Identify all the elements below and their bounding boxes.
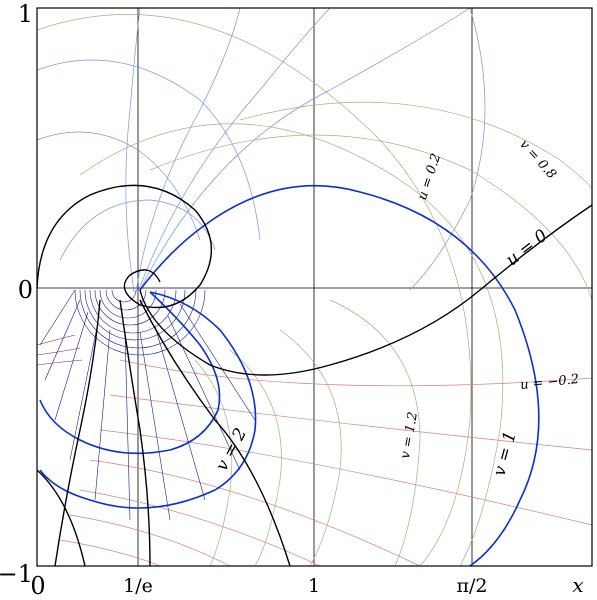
v-curve (229, 349, 282, 567)
mesh-ring (79, 289, 197, 349)
mesh-ring (111, 289, 137, 303)
u-curve-positive (135, 7, 241, 293)
mesh-ring (84, 289, 186, 341)
mesh-ring (89, 289, 177, 334)
v-inner-curve (39, 291, 221, 455)
v-curve (194, 359, 233, 567)
mesh-ring (74, 289, 206, 356)
u-curve-negative (99, 429, 593, 526)
u-curve-positive (137, 7, 331, 293)
u-curve-negative (69, 514, 231, 567)
mesh-spoke (44, 299, 81, 381)
u-curve-positive (36, 131, 201, 241)
plot-background (37, 8, 592, 566)
tick-labels: 1 0 −1 0 1/e 1 π/2 x (0, 0, 584, 600)
tick-x-1: 1 (308, 575, 320, 597)
label-u-neg-0-2: u = −0.2 (519, 372, 579, 393)
mesh-ring (99, 289, 157, 319)
v-curve (329, 299, 421, 567)
tick-x-pi-2: π/2 (457, 575, 488, 597)
tick-x-0: 0 (30, 572, 45, 600)
v-level-curves (36, 14, 593, 567)
coordinate-grid (37, 8, 592, 566)
mesh-spoke (154, 325, 206, 501)
mesh-fringe (36, 334, 76, 346)
v-curve (79, 123, 504, 567)
tick-y-top: 1 (18, 0, 33, 28)
u-curve-positive (59, 199, 216, 261)
mesh-fringe (36, 347, 81, 356)
mesh-ring (94, 289, 166, 326)
black-curve-lower (139, 299, 291, 567)
u-negative-curves (59, 359, 593, 567)
u-0-spiral (36, 184, 212, 309)
black-curve-lower (36, 469, 86, 567)
u-curve-positive (409, 7, 486, 291)
v-curve (149, 134, 593, 301)
mesh-fringe (36, 359, 83, 366)
u-curve-negative (119, 359, 593, 387)
u-curve-positive (125, 7, 141, 293)
u-curve-negative (109, 394, 593, 451)
plot-frame (36, 7, 593, 567)
black-curve-lower (119, 299, 151, 567)
u-curve-positive (139, 7, 471, 291)
v-2-curve (39, 291, 257, 509)
v-curve (239, 101, 593, 191)
mesh-spoke (179, 303, 256, 421)
u-0-curve (139, 204, 593, 376)
tick-x-inv-e: 1/e (123, 575, 153, 597)
tick-y-bot: −1 (0, 560, 33, 588)
tick-y-mid: 0 (18, 276, 33, 304)
u-zero-curves (36, 184, 593, 567)
mesh-spoke (124, 333, 131, 521)
u-curve-positive (36, 59, 261, 241)
mesh-ring (105, 289, 147, 311)
v-curve (36, 14, 472, 567)
u-curve-negative (89, 459, 421, 567)
mesh-spoke (54, 311, 89, 421)
v-curve (279, 329, 342, 567)
u-positive-curves (36, 7, 486, 293)
mesh-spoke (167, 315, 241, 471)
u-curve-negative (59, 539, 161, 567)
mesh-spoke (139, 331, 171, 521)
black-curve-lower (54, 299, 101, 567)
mesh-spoke (39, 289, 76, 346)
mesh-spoke (94, 329, 111, 501)
u-curve-negative (79, 489, 321, 567)
x-axis-label: x (572, 573, 583, 597)
